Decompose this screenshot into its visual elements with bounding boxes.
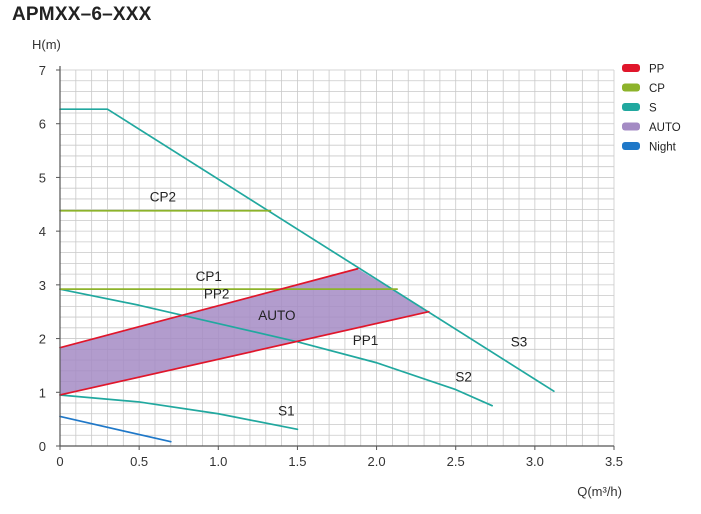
series-line-pp2 xyxy=(59,267,359,349)
x-tick-label: 3.0 xyxy=(526,454,544,469)
curve-label-pp1: PP1 xyxy=(353,333,379,348)
legend-label-night: Night xyxy=(649,142,677,154)
y-tick-label: 1 xyxy=(39,385,46,400)
series-line-s3 xyxy=(59,108,555,393)
curve-label-cp1: CP1 xyxy=(196,269,222,284)
legend-label-auto: AUTO xyxy=(649,122,681,134)
curve-label-cp2: CP2 xyxy=(150,190,176,205)
legend-swatch-cp xyxy=(622,83,640,92)
x-tick-label: 3.5 xyxy=(605,454,623,469)
legend-label-pp: PP xyxy=(649,64,665,76)
x-axis-label: Q(m³/h) xyxy=(577,484,622,499)
series-line-pp1 xyxy=(59,310,430,396)
x-tick-label: 0.5 xyxy=(130,454,148,469)
curve-labels: S3 S2 S1 CP2 CP1 PP2 AUTO PP1 xyxy=(150,190,528,419)
y-tick-label: 5 xyxy=(39,170,46,185)
series-line-s1 xyxy=(59,394,299,431)
curve-label-s3: S3 xyxy=(511,335,528,350)
x-tick-label: 0 xyxy=(56,454,63,469)
auto-region-layer xyxy=(60,268,429,395)
legend-swatch-night xyxy=(622,142,640,150)
axes: 0 0.5 1.0 1.5 2.0 2.5 3.0 3.5 0 1 2 3 4 5 6 7 H(m) Q(m³/h… xyxy=(32,37,623,499)
x-tick-label: 2.0 xyxy=(368,454,386,469)
legend-swatch-auto xyxy=(622,122,640,131)
legend-swatch-s xyxy=(622,103,640,111)
legend-label-cp: CP xyxy=(649,83,665,95)
legend-swatch-pp xyxy=(622,64,640,72)
x-tick-label: 1.0 xyxy=(209,454,227,469)
series-line-night xyxy=(59,415,172,443)
y-tick-label: 0 xyxy=(39,439,46,454)
series-layer xyxy=(59,108,555,443)
curve-label-auto: AUTO xyxy=(258,308,295,323)
x-tick-label: 1.5 xyxy=(288,454,306,469)
y-tick-label: 6 xyxy=(39,117,46,132)
curve-label-s2: S2 xyxy=(455,370,472,385)
y-tick-label: 2 xyxy=(39,332,46,347)
grid xyxy=(59,69,615,447)
curve-label-pp2: PP2 xyxy=(204,286,230,301)
y-tick-label: 3 xyxy=(39,278,46,293)
chart-title: APMXX–6–XXX xyxy=(12,4,152,25)
auto-region xyxy=(60,268,429,395)
y-tick-label: 4 xyxy=(39,224,46,239)
x-tick-label: 2.5 xyxy=(447,454,465,469)
y-axis-label: H(m) xyxy=(32,37,61,52)
curve-label-s1: S1 xyxy=(278,403,295,418)
legend: PP CP S AUTO Night xyxy=(622,64,681,154)
legend-label-s: S xyxy=(649,103,657,115)
y-tick-label: 7 xyxy=(39,63,46,78)
